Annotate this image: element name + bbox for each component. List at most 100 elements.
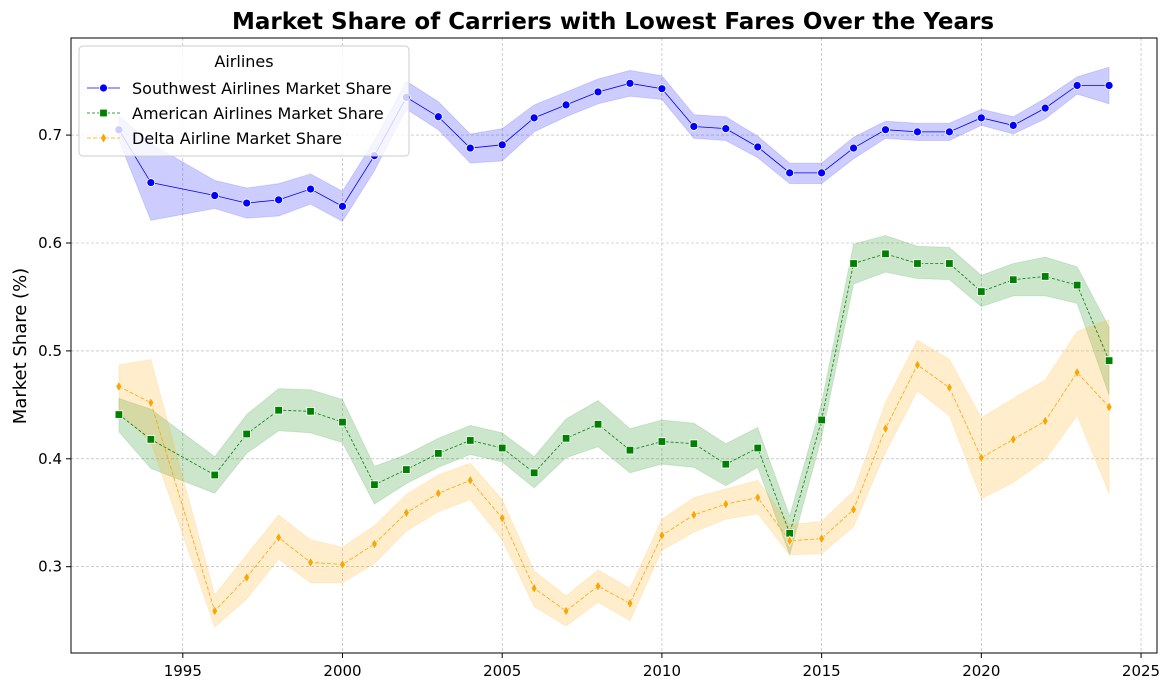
point-series-3 [562,605,570,617]
point-series-2 [977,287,986,296]
point-series-3 [754,492,762,504]
y-axis: 0.3 0.4 0.5 0.6 0.7 [38,126,71,576]
point-series-3 [818,533,825,545]
point-series-3 [434,487,442,499]
point-series-3 [690,509,698,521]
x-tick-label: 2025 [1122,662,1160,680]
point-series-1 [593,87,603,97]
legend-item-2: American Airlines Market Share [87,104,384,123]
point-series-2 [1104,356,1114,365]
x-tick-label: 2005 [483,662,521,680]
series-markers [114,78,1114,617]
legend-label: American Airlines Market Share [132,104,384,123]
point-series-2 [370,480,379,489]
point-series-1 [465,143,475,153]
point-series-3 [530,582,538,594]
point-series-3 [946,381,953,394]
point-series-2 [529,468,539,478]
point-series-2 [1072,280,1082,290]
point-series-2 [402,465,411,474]
point-series-1 [338,201,347,211]
point-series-2 [593,420,603,429]
legend-label: Southwest Airlines Market Share [132,79,392,98]
point-series-2 [657,437,667,446]
point-series-2 [689,439,699,448]
point-series-3 [786,535,794,547]
point-series-1 [1040,103,1050,113]
x-tick-label: 2020 [962,662,1000,680]
legend-title: Airlines [214,52,273,71]
point-series-1 [721,124,731,134]
chart-title: Market Share of Carriers with Lowest Far… [232,9,994,35]
point-series-3 [243,571,251,584]
point-series-1 [689,122,699,131]
point-series-1 [433,112,443,122]
point-series-3 [466,474,474,486]
point-series-1 [1072,81,1082,90]
point-series-2 [1041,272,1050,281]
point-series-3 [371,538,378,550]
point-series-1 [561,100,571,110]
point-series-2 [466,436,475,445]
point-series-3 [914,359,921,371]
y-tick-label: 0.5 [38,342,62,360]
point-series-3 [626,597,634,609]
point-series-2 [721,459,730,469]
point-series-2 [913,259,922,268]
point-series-1 [913,127,922,137]
point-series-2 [274,406,283,415]
point-series-1 [849,143,858,153]
y-tick-label: 0.3 [38,558,62,576]
legend-label: Delta Airline Market Share [132,129,342,148]
point-series-1 [625,78,635,88]
legend-item-1: Southwest Airlines Market Share [87,79,392,98]
point-series-2 [945,259,954,268]
legend-box [78,45,410,157]
point-series-3 [339,558,346,571]
y-tick-label: 0.4 [38,450,62,468]
legend-marker [100,132,107,144]
point-series-3 [850,503,857,516]
point-series-2 [881,249,890,258]
x-tick-label: 2000 [323,662,361,680]
point-series-2 [306,407,315,416]
legend: Airlines Southwest Airlines Market Share… [78,45,410,157]
point-series-3 [275,531,282,544]
legend-item-3: Delta Airline Market Share [87,129,342,148]
point-series-2 [1009,275,1018,284]
y-tick-label: 0.7 [38,126,62,144]
point-series-2 [210,470,219,480]
x-tick-label: 2015 [803,662,841,680]
point-series-3 [307,556,314,568]
band-series-2 [118,234,1110,557]
point-series-2 [625,445,635,455]
x-axis: 1995 2000 2005 2010 2015 2020 2025 [164,653,1160,680]
point-series-1 [242,198,252,208]
point-series-1 [1008,120,1018,130]
point-series-1 [274,195,284,205]
point-series-1 [785,168,795,178]
point-series-1 [976,113,986,123]
point-series-2 [146,435,156,444]
point-series-3 [498,512,506,524]
point-series-2 [849,259,858,268]
point-series-3 [403,507,410,519]
y-tick-label: 0.6 [38,234,62,252]
point-series-3 [722,498,730,510]
point-series-3 [1105,401,1113,413]
point-series-1 [817,168,827,178]
point-series-1 [529,113,539,123]
y-axis-label: Market Share (%) [10,268,31,424]
band-series-3 [118,318,1110,628]
legend-marker [99,83,108,93]
point-series-1 [210,191,220,200]
point-series-2 [561,434,571,443]
x-tick-label: 1995 [164,662,202,680]
point-series-3 [115,380,123,393]
point-series-1 [146,178,156,187]
point-series-2 [753,443,762,453]
confidence-bands [118,66,1110,628]
point-series-1 [497,140,507,150]
point-series-1 [944,127,954,137]
